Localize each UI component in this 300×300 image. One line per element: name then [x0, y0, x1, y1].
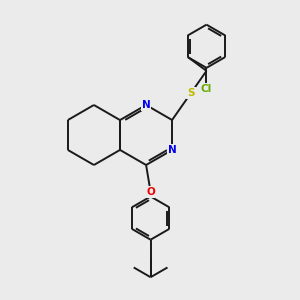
Text: Cl: Cl [201, 84, 212, 94]
Text: O: O [146, 187, 155, 197]
Text: N: N [142, 100, 151, 110]
Text: N: N [168, 145, 176, 155]
Text: S: S [187, 88, 195, 98]
